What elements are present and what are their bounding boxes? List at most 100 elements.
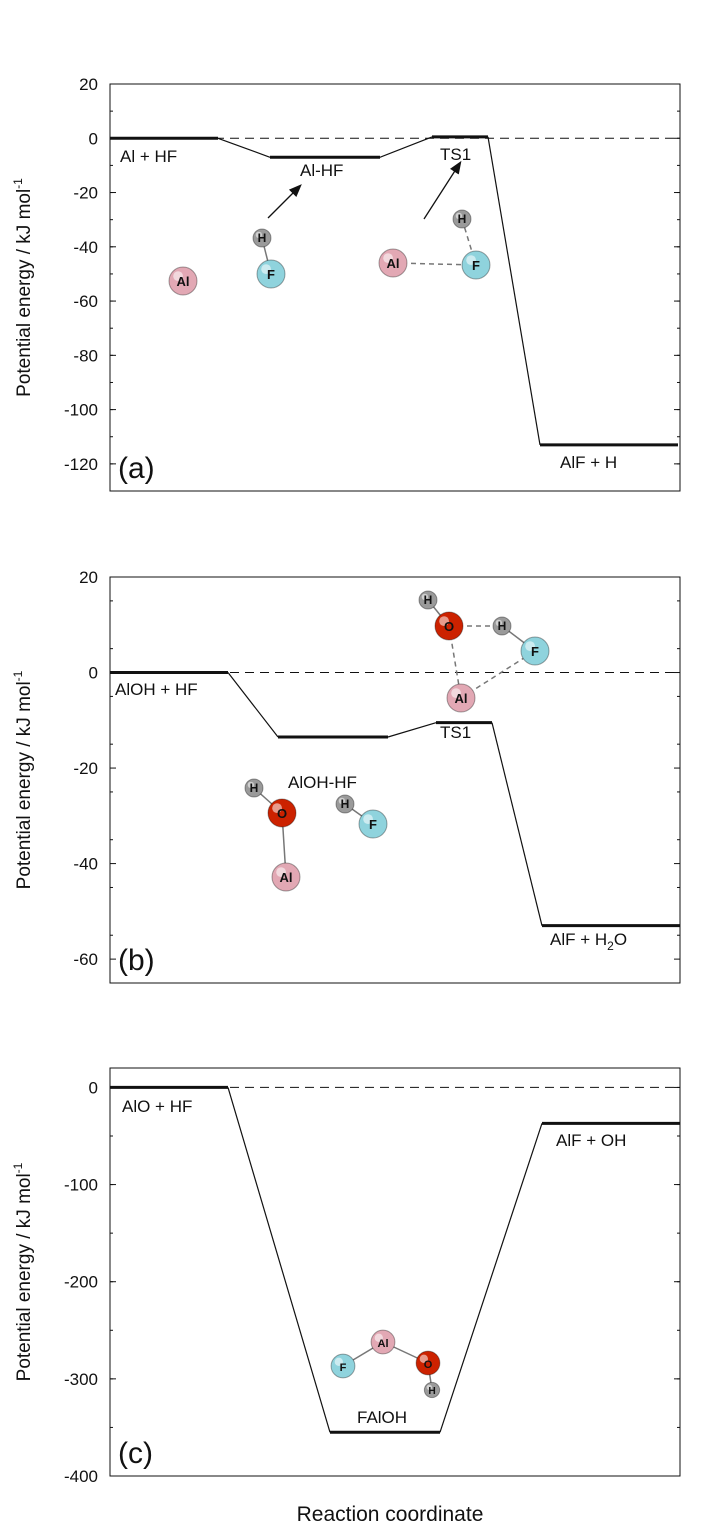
atom-highlight	[338, 797, 345, 804]
atom-label: H	[258, 231, 267, 245]
y-axis-title-sup: -1	[11, 1162, 25, 1173]
level-label: FAlOH	[357, 1408, 407, 1427]
panel-label: (c)	[118, 1437, 153, 1470]
connector-line	[227, 1087, 331, 1433]
atom-label: Al	[177, 274, 190, 289]
panel-label: (a)	[118, 452, 155, 485]
y-tick-label: 0	[89, 129, 98, 148]
atom-label: O	[424, 1359, 433, 1371]
atom-label: H	[458, 212, 467, 226]
panel-a-arrows	[267, 160, 462, 220]
connector-line	[491, 722, 543, 926]
connector-line	[227, 672, 279, 738]
y-tick-label: -300	[64, 1370, 98, 1389]
y-tick-label: -100	[64, 1176, 98, 1195]
pointer-arrow	[423, 160, 462, 220]
level-label: AlO + HF	[122, 1097, 192, 1116]
level-label: AlOH + HF	[115, 680, 198, 699]
y-tick-label: -200	[64, 1273, 98, 1292]
AlOH-HF-complex: H O Al H F	[244, 778, 388, 892]
atom-label: Al	[455, 691, 468, 706]
level-label: AlF + OH	[556, 1131, 626, 1150]
panel-label: (b)	[118, 944, 155, 977]
y-axis-title-sup: -1	[11, 178, 25, 189]
bond	[460, 650, 536, 699]
y-tick-label: -60	[73, 292, 98, 311]
level-label: TS1	[440, 723, 471, 742]
atom-highlight	[255, 231, 262, 239]
atom-label: F	[472, 258, 480, 273]
TS1-structure: Al H F	[378, 209, 491, 280]
atom-highlight	[383, 253, 393, 263]
y-tick-label: -400	[64, 1467, 98, 1486]
atom-highlight	[495, 619, 502, 626]
panel-c: 0 -100 -200 -300 -400 Potential energy / kJ m…	[11, 1067, 681, 1486]
y-axis-title-sup: -1	[11, 670, 25, 681]
atom-label: H	[341, 797, 350, 811]
atom-highlight	[426, 1384, 433, 1390]
atom-highlight	[421, 593, 428, 600]
level-label: TS1	[440, 145, 471, 164]
panel-a: 20 0 -20 -40 -60 -80 -100 -120 Potential energy …	[11, 75, 681, 492]
y-tick-label: -100	[64, 401, 98, 420]
atom-label: Al	[387, 256, 400, 271]
atom-highlight	[466, 255, 476, 265]
Al-HF-complex: HF	[252, 228, 286, 289]
y-tick-label: -80	[73, 346, 98, 365]
FAlOH-structure: F Al O H	[330, 1329, 441, 1399]
plot-frame	[109, 83, 681, 492]
atom-label: F	[369, 817, 377, 832]
connector-line	[487, 136, 541, 445]
atom-label: F	[340, 1362, 347, 1374]
connector-line	[217, 137, 271, 158]
y-axis-title: Potential energy / kJ mol-1	[11, 178, 35, 397]
atom-highlight	[419, 1354, 428, 1363]
atom-highlight	[173, 271, 184, 281]
atom-highlight	[334, 1357, 343, 1366]
atom-highlight	[247, 781, 255, 788]
level-label: AlF + H2O	[550, 930, 627, 953]
x-axis-label: Reaction coordinate	[296, 1503, 484, 1526]
y-tick-label: 20	[79, 75, 98, 94]
atom-highlight	[276, 867, 286, 877]
level-label-tail: O	[614, 930, 627, 949]
connector-line	[439, 1123, 543, 1433]
level-label-sub: 2	[607, 939, 614, 953]
plot-frame	[109, 576, 681, 984]
Al-atom: Al	[168, 266, 198, 296]
pointer-arrow	[267, 184, 302, 219]
atom-label: H	[250, 781, 259, 795]
y-tick-label: 20	[79, 568, 98, 587]
atom-label: H	[424, 593, 433, 607]
atom-label: F	[267, 267, 275, 282]
y-tick-label: 0	[89, 1078, 98, 1097]
atom-highlight	[439, 616, 449, 626]
atom-highlight	[525, 641, 535, 651]
atom-label: O	[444, 619, 454, 634]
atom-highlight	[374, 1333, 383, 1342]
level-label: Al + HF	[120, 147, 177, 166]
atom-label: Al	[377, 1338, 388, 1350]
atom-label: H	[498, 619, 507, 633]
atom-highlight	[272, 803, 282, 813]
level-label: Al-HF	[300, 161, 343, 180]
connector-line	[379, 136, 433, 158]
atom-highlight	[261, 264, 271, 274]
y-tick-label: -40	[73, 238, 98, 257]
y-axis-title: Potential energy / kJ mol-1	[11, 1162, 35, 1381]
atom-label: F	[531, 644, 539, 659]
y-tick-label: -40	[73, 855, 98, 874]
atom-label: H	[428, 1386, 435, 1397]
atom-highlight	[455, 212, 462, 220]
atom-label: Al	[280, 870, 293, 885]
y-axis-title: Potential energy / kJ mol-1	[11, 670, 35, 889]
level-label: AlF + H	[560, 453, 617, 472]
panel-b: 20 0 -20 -40 -60 Potential energy / kJ mol-1 A…	[11, 568, 681, 984]
plot-frame	[109, 1067, 681, 1477]
atom-highlight	[451, 688, 461, 698]
connector-line	[387, 722, 437, 738]
y-tick-label: 0	[89, 664, 98, 683]
atom-label: O	[277, 806, 287, 821]
